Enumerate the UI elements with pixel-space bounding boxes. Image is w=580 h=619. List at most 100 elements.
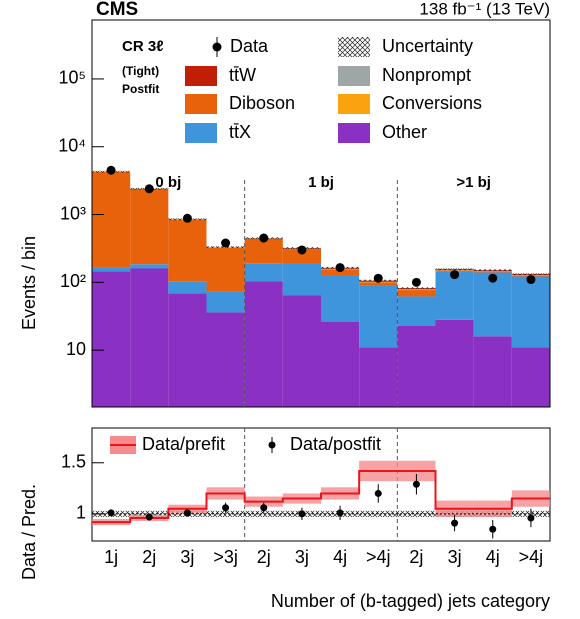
lumi: 138 fb⁻¹ (13 TeV): [419, 0, 550, 18]
experiment: CMS: [96, 0, 138, 20]
stack-bar: [92, 271, 130, 407]
data-point: [107, 166, 116, 175]
postfit-point: [413, 481, 420, 488]
x-tick-label: >4j: [519, 547, 544, 567]
stack-bar: [474, 336, 512, 407]
postfit-point: [108, 509, 115, 516]
data-point: [526, 275, 535, 284]
postfit-point: [375, 490, 382, 497]
stack-bar: [207, 248, 245, 292]
stack-bar: [130, 189, 168, 264]
legend-label: Other: [382, 122, 427, 142]
stack-bar: [92, 172, 130, 268]
stack-bar: [168, 281, 206, 293]
postfit-point: [260, 504, 267, 511]
group-label: >1 bj: [456, 174, 491, 191]
ratio-y-label: Data / Pred.: [19, 484, 39, 580]
stack-bar: [512, 347, 550, 407]
stack-bar: [130, 268, 168, 407]
x-tick-label: 3j: [448, 547, 462, 567]
y-tick-label: 10: [66, 339, 86, 359]
stack-bar: [207, 292, 245, 313]
stack-bar: [397, 296, 435, 325]
y-tick-label: 10³: [60, 203, 86, 223]
stack-bar: [321, 276, 359, 322]
fit: Postfit: [122, 82, 159, 96]
x-tick-label: 3j: [295, 547, 309, 567]
uncertainty-band: [436, 268, 474, 270]
data-point: [145, 184, 154, 193]
stack-bar: [92, 268, 130, 272]
ratio-y-tick-label: 1.5: [61, 452, 86, 472]
data-point: [336, 263, 345, 272]
legend-label: Data: [230, 36, 269, 56]
legend-swatch: [338, 123, 370, 143]
ratio-y-tick-label: 1: [76, 503, 86, 523]
data-point: [221, 239, 230, 248]
x-tick-label: >3j: [213, 547, 238, 567]
x-tick-label: >4j: [366, 547, 391, 567]
stack-bar: [359, 282, 397, 285]
x-tick-label: 3j: [180, 547, 194, 567]
group-label: 0 bj: [155, 174, 181, 191]
legend-label: tt̄X: [229, 122, 251, 142]
uncertainty-band: [512, 273, 550, 275]
stack-bar: [436, 320, 474, 407]
x-tick-label: 2j: [409, 547, 423, 567]
stack-bar: [474, 271, 512, 272]
legend-swatch: [338, 94, 370, 114]
stack-bar: [207, 312, 245, 407]
x-tick-label: 1j: [104, 547, 118, 567]
postfit-point: [527, 514, 534, 521]
stack-bar: [397, 326, 435, 407]
stack-bar: [245, 239, 283, 264]
x-tick-label: 2j: [142, 547, 156, 567]
stack-bar: [397, 290, 435, 296]
data-point: [259, 234, 268, 243]
y-tick-label: 10⁵: [59, 68, 86, 88]
x-tick-label: 4j: [486, 547, 500, 567]
postfit-point: [184, 509, 191, 516]
stack-bar: [283, 295, 321, 407]
x-label: Number of (b-tagged) jets category: [271, 591, 550, 611]
legend-swatch: [338, 66, 370, 86]
group-label: 1 bj: [308, 174, 334, 191]
selection: (Tight): [122, 64, 159, 78]
legend-label: Data/prefit: [142, 434, 225, 454]
stack-bar: [359, 347, 397, 407]
y-label: Events / bin: [19, 236, 39, 330]
legend-label: Diboson: [229, 93, 295, 113]
postfit-point: [337, 509, 344, 516]
x-tick-label: 2j: [257, 547, 271, 567]
legend-label: Uncertainty: [382, 36, 473, 56]
data-point: [450, 270, 459, 279]
legend-label: Conversions: [382, 93, 482, 113]
stack-bar: [245, 281, 283, 407]
data-point: [297, 245, 306, 254]
legend-label: tt̄W: [229, 65, 256, 85]
legend-label: Data/postfit: [290, 434, 381, 454]
legend-swatch: [185, 123, 217, 143]
y-tick-label: 10⁴: [58, 135, 86, 155]
postfit-point: [451, 520, 458, 527]
x-tick-label: 4j: [333, 547, 347, 567]
legend-swatch: [185, 94, 217, 114]
legend-swatch: [185, 66, 217, 86]
uncertainty-band: [397, 287, 435, 289]
y-tick-label: 10²: [60, 271, 86, 291]
stack-bar: [512, 276, 550, 347]
data-point: [412, 278, 421, 287]
stack-bar: [168, 220, 206, 282]
postfit-point: [222, 504, 229, 511]
data-point: [374, 274, 383, 283]
legend-swatch: [338, 37, 370, 57]
stack-bar: [359, 285, 397, 347]
stack-bar: [321, 322, 359, 407]
stack-bar: [245, 264, 283, 282]
data-point: [488, 274, 497, 283]
postfit-point: [298, 510, 305, 517]
uncertainty-band: [474, 269, 512, 271]
data-point: [183, 214, 192, 223]
stack-bar: [168, 293, 206, 407]
